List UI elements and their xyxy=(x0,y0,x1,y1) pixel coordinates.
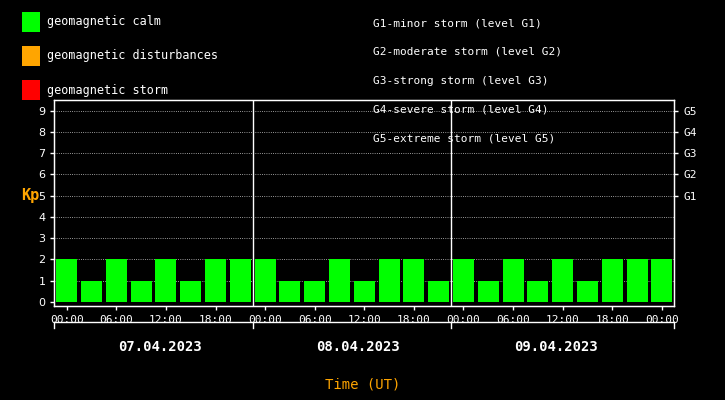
Text: geomagnetic disturbances: geomagnetic disturbances xyxy=(47,50,218,62)
Bar xyxy=(81,280,102,302)
Bar xyxy=(57,259,78,302)
Text: G3-strong storm (level G3): G3-strong storm (level G3) xyxy=(373,76,549,86)
Text: 08.04.2023: 08.04.2023 xyxy=(316,340,400,354)
Text: G2-moderate storm (level G2): G2-moderate storm (level G2) xyxy=(373,47,563,57)
Bar xyxy=(181,280,202,302)
Bar xyxy=(428,280,450,302)
Text: geomagnetic calm: geomagnetic calm xyxy=(47,16,161,28)
Bar xyxy=(626,259,647,302)
Bar xyxy=(552,259,573,302)
Bar xyxy=(378,259,399,302)
Bar xyxy=(155,259,176,302)
Bar xyxy=(577,280,598,302)
Bar xyxy=(403,259,424,302)
Text: Time (UT): Time (UT) xyxy=(325,378,400,392)
Bar xyxy=(651,259,672,302)
Bar xyxy=(354,280,375,302)
Bar xyxy=(329,259,350,302)
Bar xyxy=(602,259,623,302)
Text: G4-severe storm (level G4): G4-severe storm (level G4) xyxy=(373,104,549,114)
Bar xyxy=(254,259,276,302)
Text: 09.04.2023: 09.04.2023 xyxy=(515,340,598,354)
Bar xyxy=(502,259,523,302)
Y-axis label: Kp: Kp xyxy=(21,188,39,203)
Text: geomagnetic storm: geomagnetic storm xyxy=(47,84,168,96)
Bar xyxy=(453,259,474,302)
Bar xyxy=(478,280,499,302)
Bar xyxy=(304,280,326,302)
Text: G1-minor storm (level G1): G1-minor storm (level G1) xyxy=(373,18,542,28)
Bar xyxy=(205,259,226,302)
Text: G5-extreme storm (level G5): G5-extreme storm (level G5) xyxy=(373,133,555,143)
Bar xyxy=(527,280,548,302)
Bar xyxy=(130,280,152,302)
Bar xyxy=(230,259,251,302)
Bar xyxy=(106,259,127,302)
Bar xyxy=(279,280,300,302)
Text: 07.04.2023: 07.04.2023 xyxy=(118,340,202,354)
